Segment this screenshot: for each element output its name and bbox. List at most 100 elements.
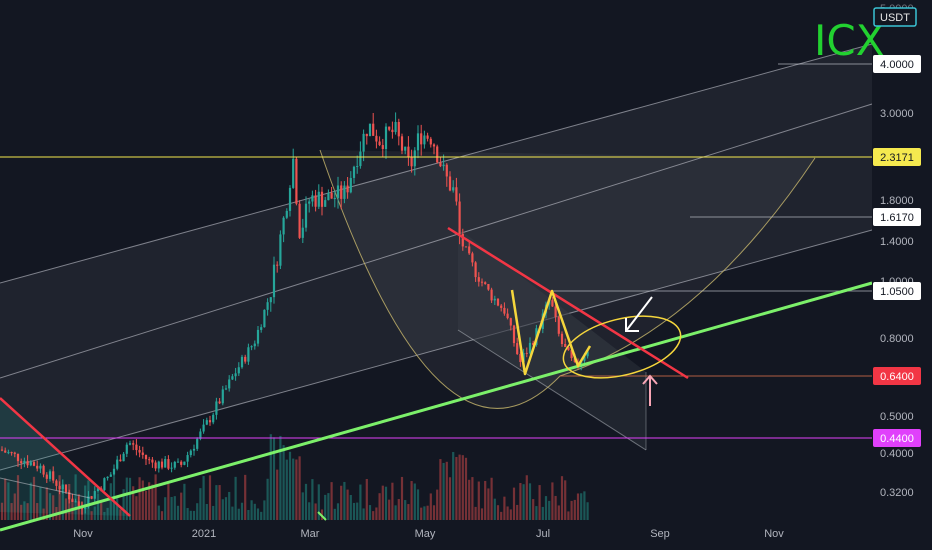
candle-body: [237, 367, 240, 374]
candle-body: [10, 452, 13, 454]
candle-body: [148, 459, 151, 461]
volume-bar: [244, 474, 247, 520]
candle-body: [125, 444, 128, 454]
candle-body: [352, 166, 356, 178]
price-tick-label: 0.5000: [880, 411, 914, 423]
candle: [506, 308, 509, 320]
candle-body: [356, 166, 359, 168]
candle: [525, 347, 528, 358]
candle: [519, 351, 522, 367]
candle-body: [164, 459, 167, 468]
candle: [151, 457, 154, 468]
candle-body: [135, 444, 138, 451]
volume-bar: [148, 482, 151, 520]
candle: [509, 317, 512, 331]
candle: [384, 123, 388, 160]
candle-body: [343, 185, 346, 199]
time-tick-label: Nov: [764, 528, 784, 540]
candle-body: [586, 351, 589, 357]
price-tag-label: 4.0000: [880, 59, 914, 71]
candle-body: [42, 465, 45, 475]
price-tag-label: 2.3171: [880, 152, 914, 164]
candle: [141, 446, 144, 459]
volume-bar: [205, 504, 208, 520]
volume-bar: [580, 493, 583, 520]
candle-body: [458, 201, 461, 234]
price-tag-label: 1.0500: [880, 286, 914, 298]
candle-body: [84, 507, 87, 510]
candle-body: [151, 459, 154, 463]
volume-bar: [557, 505, 560, 520]
price-tag-box: [873, 208, 921, 226]
candle: [301, 218, 304, 244]
symbol-watermark: ICX: [814, 16, 885, 65]
candle-body: [202, 424, 205, 432]
volume-bar: [199, 488, 202, 520]
cup-curve-path: [319, 149, 816, 409]
candle: [164, 456, 167, 468]
volume-bar: [116, 498, 119, 520]
candle: [39, 463, 42, 474]
volume-bar: [429, 493, 432, 520]
candle: [93, 486, 96, 504]
candle: [10, 451, 13, 456]
candle-body: [445, 164, 448, 177]
currency-badge[interactable]: USDT: [873, 7, 917, 27]
volume-bar: [410, 481, 413, 520]
volume-bar: [135, 496, 138, 520]
candle: [218, 398, 221, 405]
projection-line: [457, 329, 647, 451]
candle: [167, 455, 170, 471]
projection-fill: [458, 228, 646, 450]
candle: [231, 373, 234, 380]
candle: [557, 315, 560, 337]
volume-bar: [442, 462, 445, 520]
candle-body: [564, 344, 567, 348]
candle-body: [560, 333, 564, 345]
volume-bar: [327, 493, 330, 520]
volume-bar: [23, 501, 26, 520]
volume-bar: [500, 511, 503, 520]
volume-bar: [464, 457, 468, 520]
volume-bar: [170, 496, 173, 520]
volume-bar: [224, 497, 228, 520]
channel-fill: [0, 44, 872, 470]
candle: [103, 477, 106, 492]
volume-bar: [256, 508, 260, 520]
candle: [4, 447, 7, 453]
volume-bar: [93, 506, 96, 520]
volume-bar: [61, 487, 64, 520]
candle-body: [464, 246, 468, 248]
candle: [32, 460, 36, 467]
candle: [279, 230, 282, 270]
candle: [333, 190, 336, 208]
support-trendline: [0, 281, 873, 532]
candle-body: [397, 122, 400, 137]
candle: [135, 438, 138, 456]
candle-body: [525, 352, 528, 354]
candle-body: [528, 342, 532, 354]
candle-body: [157, 461, 160, 469]
candle-body: [192, 448, 196, 451]
candle: [180, 460, 183, 468]
volume-bar: [240, 502, 244, 520]
candle: [183, 461, 186, 466]
candle: [125, 442, 128, 458]
candle-body: [266, 302, 269, 310]
candle: [426, 132, 429, 142]
candle: [132, 440, 135, 451]
volume-bar: [525, 475, 528, 520]
channel-line: [0, 229, 873, 471]
candle-body: [263, 309, 266, 328]
candle-body: [314, 195, 317, 207]
volume-bar: [439, 459, 442, 520]
candle: [391, 121, 394, 139]
candle-body: [468, 246, 471, 254]
candle: [45, 472, 48, 483]
candle: [512, 324, 516, 347]
volume-bar: [372, 511, 375, 520]
candle: [212, 412, 215, 425]
volume-bar: [154, 474, 157, 520]
